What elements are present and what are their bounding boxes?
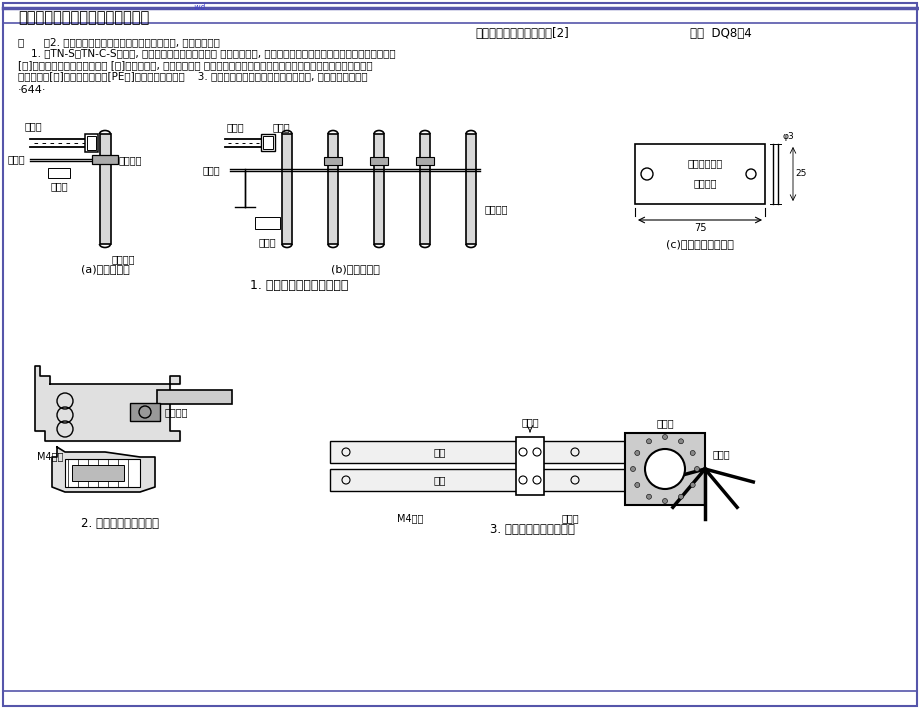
Text: 连接头: 连接头 [521, 417, 539, 427]
Text: 分线盒: 分线盒 [655, 418, 673, 428]
Circle shape [689, 483, 695, 488]
Circle shape [678, 494, 683, 499]
Circle shape [634, 450, 639, 455]
Text: (c)接地警告性告示牌: (c)接地警告性告示牌 [665, 239, 733, 249]
Bar [282, 134, 291, 244]
Bar [48, 168, 70, 178]
Circle shape [634, 483, 639, 488]
Bar [72, 465, 124, 481]
Text: 1. 在TN-S、TN-C-S系统中, 当金属电线保护管、金属盒 到设备管线处, 内穿接地线进展接地。可用塑料绑扎带将接地告: 1. 在TN-S、TN-C-S系统中, 当金属电线保护管、金属盒 到设备管线处,… [18, 48, 395, 59]
Text: 切勿转去: 切勿转去 [693, 178, 716, 188]
Text: 图号  DQ8－4: 图号 DQ8－4 [689, 27, 751, 40]
Bar [130, 403, 160, 421]
Text: ·644·: ·644· [18, 85, 47, 95]
Bar [323, 157, 342, 165]
Text: 设备管线: 设备管线 [484, 204, 508, 214]
Text: 强电: 强电 [433, 475, 446, 485]
Bar [65, 459, 140, 487]
Text: M4螺栓: M4螺栓 [37, 451, 63, 461]
Bar [261, 134, 275, 151]
Text: 接地线: 接地线 [712, 449, 730, 459]
Text: 25: 25 [794, 169, 805, 179]
Text: 1. 金属管线跨接地安装方法: 1. 金属管线跨接地安装方法 [250, 279, 348, 292]
Bar [85, 134, 98, 152]
Bar [415, 157, 434, 165]
Bar [263, 136, 273, 149]
Bar [374, 134, 383, 244]
Text: 电线管: 电线管 [25, 121, 42, 131]
Circle shape [689, 450, 695, 455]
Text: 设备管线: 设备管线 [112, 254, 135, 264]
Bar [516, 437, 543, 495]
Text: 弱电: 弱电 [433, 447, 446, 457]
Bar [330, 469, 624, 491]
Text: 告示牌: 告示牌 [51, 181, 68, 191]
Bar [330, 441, 624, 463]
Text: 安全接地终端: 安全接地终端 [686, 158, 721, 168]
Text: 接地管卡: 接地管卡 [165, 407, 188, 417]
Bar [624, 433, 704, 505]
Text: 图名电线管接地安装方法[2]: 图名电线管接地安装方法[2] [474, 27, 568, 40]
Text: (a)单管跨接地: (a)单管跨接地 [81, 264, 130, 274]
Bar [328, 134, 337, 244]
Text: (b)多管跨接地: (b)多管跨接地 [330, 264, 379, 274]
Text: 75: 75 [693, 223, 706, 233]
Text: 接地线: 接地线 [8, 154, 26, 164]
Text: φ3: φ3 [782, 132, 794, 141]
Bar [87, 136, 96, 150]
Circle shape [630, 467, 635, 471]
Text: ...wd...: ...wd... [187, 3, 212, 12]
Bar [255, 217, 279, 229]
Bar [634, 144, 765, 204]
Circle shape [646, 439, 651, 444]
Text: 出线座: 出线座 [273, 122, 290, 132]
Bar [420, 134, 429, 244]
Text: 电线管: 电线管 [227, 122, 244, 132]
Text: 防雷及接地装置设计施工安装图集: 防雷及接地装置设计施工安装图集 [18, 10, 149, 25]
Text: 接地线: 接地线 [561, 513, 578, 523]
Text: 接地管卡: 接地管卡 [119, 155, 142, 165]
Bar [100, 134, 111, 244]
Polygon shape [35, 366, 180, 441]
Bar [92, 155, 118, 164]
Text: 说      明2. 设备管线接地可采用铜带、钢带作接地线, 也可采用配管: 说 明2. 设备管线接地可采用铜带、钢带作接地线, 也可采用配管 [18, 37, 220, 47]
Circle shape [662, 435, 667, 440]
Circle shape [644, 449, 685, 489]
Text: 管和金属盒[箱]必须与保护地线[PE线]有可靠的电气连接    3. 接地警告性告示牌由橙黄色塑料制成, 上印有红色字体。: 管和金属盒[箱]必须与保护地线[PE线]有可靠的电气连接 3. 接地警告性告示牌… [18, 72, 368, 82]
Text: [箱]、塑料电线保护管、塑料盒 [箱]混合使用时, 金属电线保护 示牌安装在接地线上。接地警告性告示牌请按设计要求选用。: [箱]、塑料电线保护管、塑料盒 [箱]混合使用时, 金属电线保护 示牌安装在接地… [18, 60, 372, 70]
Polygon shape [52, 447, 154, 492]
Text: 告示牌: 告示牌 [258, 237, 276, 247]
Text: M4螺栓: M4螺栓 [396, 513, 423, 523]
Text: 3. 地面线槽接地安装方法: 3. 地面线槽接地安装方法 [490, 523, 574, 536]
Bar [157, 390, 232, 404]
Circle shape [694, 467, 698, 471]
Text: 2. 接线盒接地安装方法: 2. 接线盒接地安装方法 [81, 517, 159, 530]
Circle shape [662, 498, 667, 503]
Bar [369, 157, 388, 165]
Circle shape [678, 439, 683, 444]
Bar [466, 134, 475, 244]
Text: 接地线: 接地线 [203, 165, 221, 175]
Circle shape [646, 494, 651, 499]
